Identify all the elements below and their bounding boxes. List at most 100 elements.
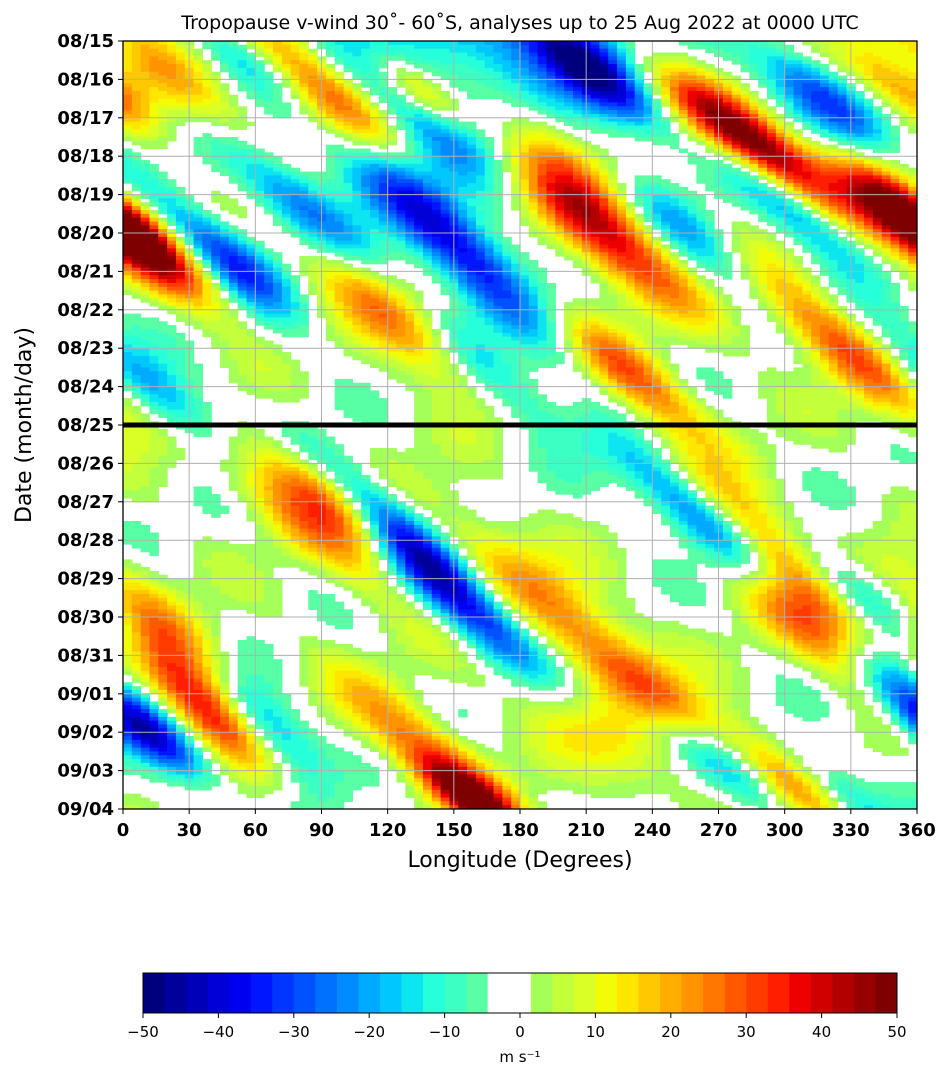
field-cell bbox=[484, 67, 495, 73]
field-cell bbox=[784, 252, 795, 257]
field-cell bbox=[872, 83, 883, 88]
field-cell bbox=[140, 171, 151, 176]
field-cell bbox=[669, 290, 680, 296]
field-cell bbox=[784, 140, 795, 146]
field-cell bbox=[564, 160, 574, 165]
field-cell bbox=[175, 121, 186, 127]
field-cell bbox=[246, 290, 256, 296]
field-cell bbox=[502, 163, 512, 169]
field-cell bbox=[590, 87, 600, 92]
field-cell bbox=[758, 183, 768, 188]
field-cell bbox=[722, 156, 733, 161]
field-cell bbox=[511, 152, 521, 157]
field-cell bbox=[908, 90, 917, 96]
field-cell bbox=[802, 98, 812, 104]
field-cell bbox=[264, 267, 274, 272]
field-cell bbox=[528, 129, 539, 134]
field-cell bbox=[767, 41, 777, 46]
field-cell bbox=[220, 113, 230, 119]
field-cell bbox=[299, 225, 309, 230]
field-cell bbox=[881, 233, 892, 238]
field-cell bbox=[246, 87, 256, 92]
field-cell bbox=[881, 202, 892, 207]
field-cell bbox=[511, 102, 521, 107]
field-cell bbox=[123, 160, 133, 165]
field-cell bbox=[158, 236, 168, 242]
field-cell bbox=[608, 252, 618, 257]
field-cell bbox=[325, 286, 336, 292]
field-cell bbox=[378, 44, 389, 50]
field-cell bbox=[467, 171, 477, 176]
field-cell bbox=[255, 44, 265, 50]
field-cell bbox=[793, 133, 803, 138]
field-cell bbox=[264, 56, 274, 61]
field-cell bbox=[555, 48, 565, 54]
field-cell bbox=[775, 144, 786, 150]
field-cell bbox=[343, 64, 353, 69]
field-cell bbox=[828, 163, 839, 169]
field-cell bbox=[740, 163, 750, 169]
field-cell bbox=[590, 79, 600, 84]
field-cell bbox=[740, 171, 750, 176]
field-cell bbox=[431, 137, 442, 142]
field-cell bbox=[767, 67, 777, 73]
field-cell bbox=[749, 75, 759, 80]
field-cell bbox=[678, 64, 689, 69]
field-cell bbox=[537, 144, 548, 150]
field-cell bbox=[405, 225, 415, 230]
field-cell bbox=[475, 282, 486, 288]
field-cell bbox=[467, 206, 477, 211]
field-cell bbox=[149, 48, 159, 54]
field-cell bbox=[131, 113, 142, 119]
field-cell bbox=[590, 41, 600, 46]
field-cell bbox=[440, 60, 451, 65]
field-cell bbox=[520, 98, 530, 104]
field-cell bbox=[405, 252, 415, 257]
field-cell bbox=[749, 160, 759, 165]
field-cell bbox=[617, 206, 627, 211]
field-cell bbox=[193, 48, 203, 54]
field-cell bbox=[343, 148, 353, 153]
field-cell bbox=[696, 248, 706, 253]
field-cell bbox=[458, 267, 468, 272]
field-cell bbox=[564, 121, 574, 127]
field-cell bbox=[167, 60, 177, 65]
field-cell bbox=[370, 60, 380, 65]
field-cell bbox=[722, 179, 733, 184]
field-cell bbox=[864, 271, 874, 276]
field-cell bbox=[361, 140, 371, 146]
field-cell bbox=[237, 110, 248, 115]
field-cell bbox=[784, 221, 795, 226]
field-cell bbox=[537, 271, 548, 276]
field-cell bbox=[167, 256, 177, 261]
field-cell bbox=[564, 183, 574, 188]
field-cell bbox=[140, 137, 151, 142]
field-cell bbox=[228, 240, 239, 246]
field-cell bbox=[546, 198, 556, 203]
field-cell bbox=[705, 71, 715, 77]
field-cell bbox=[396, 213, 406, 219]
field-cell bbox=[131, 271, 142, 276]
field-cell bbox=[705, 44, 715, 50]
field-cell bbox=[123, 267, 133, 272]
field-cell bbox=[475, 244, 486, 249]
field-cell bbox=[784, 90, 795, 96]
field-cell bbox=[555, 198, 565, 203]
field-cell bbox=[572, 67, 583, 73]
field-cell bbox=[281, 52, 292, 57]
field-cell bbox=[334, 113, 345, 119]
field-cell bbox=[740, 186, 750, 192]
field-cell bbox=[678, 186, 689, 192]
field-cell bbox=[475, 67, 486, 73]
field-cell bbox=[193, 140, 203, 146]
field-cell bbox=[228, 198, 239, 203]
field-cell bbox=[440, 256, 451, 261]
field-cell bbox=[272, 213, 283, 219]
field-cell bbox=[608, 125, 618, 130]
field-cell bbox=[564, 229, 574, 234]
field-cell bbox=[220, 233, 230, 238]
field-cell bbox=[617, 98, 627, 104]
field-cell bbox=[290, 202, 301, 207]
field-cell bbox=[493, 183, 503, 188]
field-cell bbox=[299, 233, 309, 238]
